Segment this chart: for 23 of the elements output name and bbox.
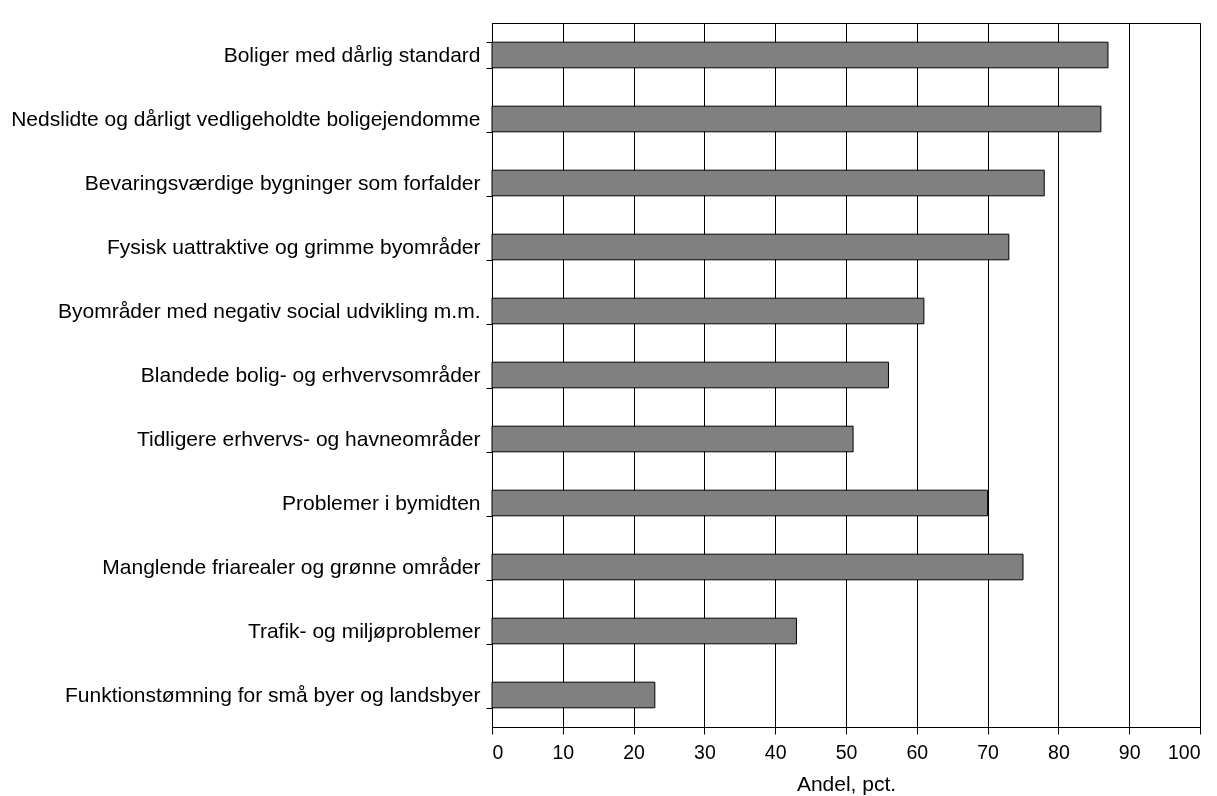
x-tick-label: 70 xyxy=(977,740,1000,763)
x-tick-label: 100 xyxy=(1167,740,1201,763)
x-tick-label: 0 xyxy=(492,740,504,763)
x-tick-label: 20 xyxy=(623,740,646,763)
x-tick-label: 80 xyxy=(1048,740,1070,763)
y-tick-label: Boliger med dårlig standard xyxy=(223,42,481,66)
x-axis-title: Andel, pct. xyxy=(796,772,897,795)
y-tick-label: Fysisk uattraktive og grimme byområder xyxy=(107,234,481,258)
y-tick-label: Nedslidte og dårligt vedligeholdte boligejendomme xyxy=(11,106,481,130)
x-tick-label: 60 xyxy=(906,740,929,763)
y-tick-label: Problemer i bymidten xyxy=(282,490,481,514)
y-tick-label: Blandede bolig- og erhvervsområder xyxy=(140,362,481,386)
x-tick-label: 50 xyxy=(835,740,858,763)
y-tick-label: Trafik- og miljøproblemer xyxy=(247,618,481,642)
y-tick-label: Byområder med negativ social udvikling m.m. xyxy=(57,298,481,322)
x-tick-label: 90 xyxy=(1118,740,1141,763)
y-tick-label: Tidligere erhvervs- og havneområder xyxy=(136,426,481,450)
y-tick-label: Manglende friarealer og grønne områder xyxy=(102,554,481,578)
x-tick-label: 10 xyxy=(552,740,575,763)
x-tick-label: 30 xyxy=(694,740,716,763)
y-tick-label: Bevaringsværdige bygninger som forfalder xyxy=(84,170,481,194)
y-tick-label: Funktionstømning for små byer og landsbyer xyxy=(64,682,481,706)
x-tick-label: 40 xyxy=(764,740,787,763)
